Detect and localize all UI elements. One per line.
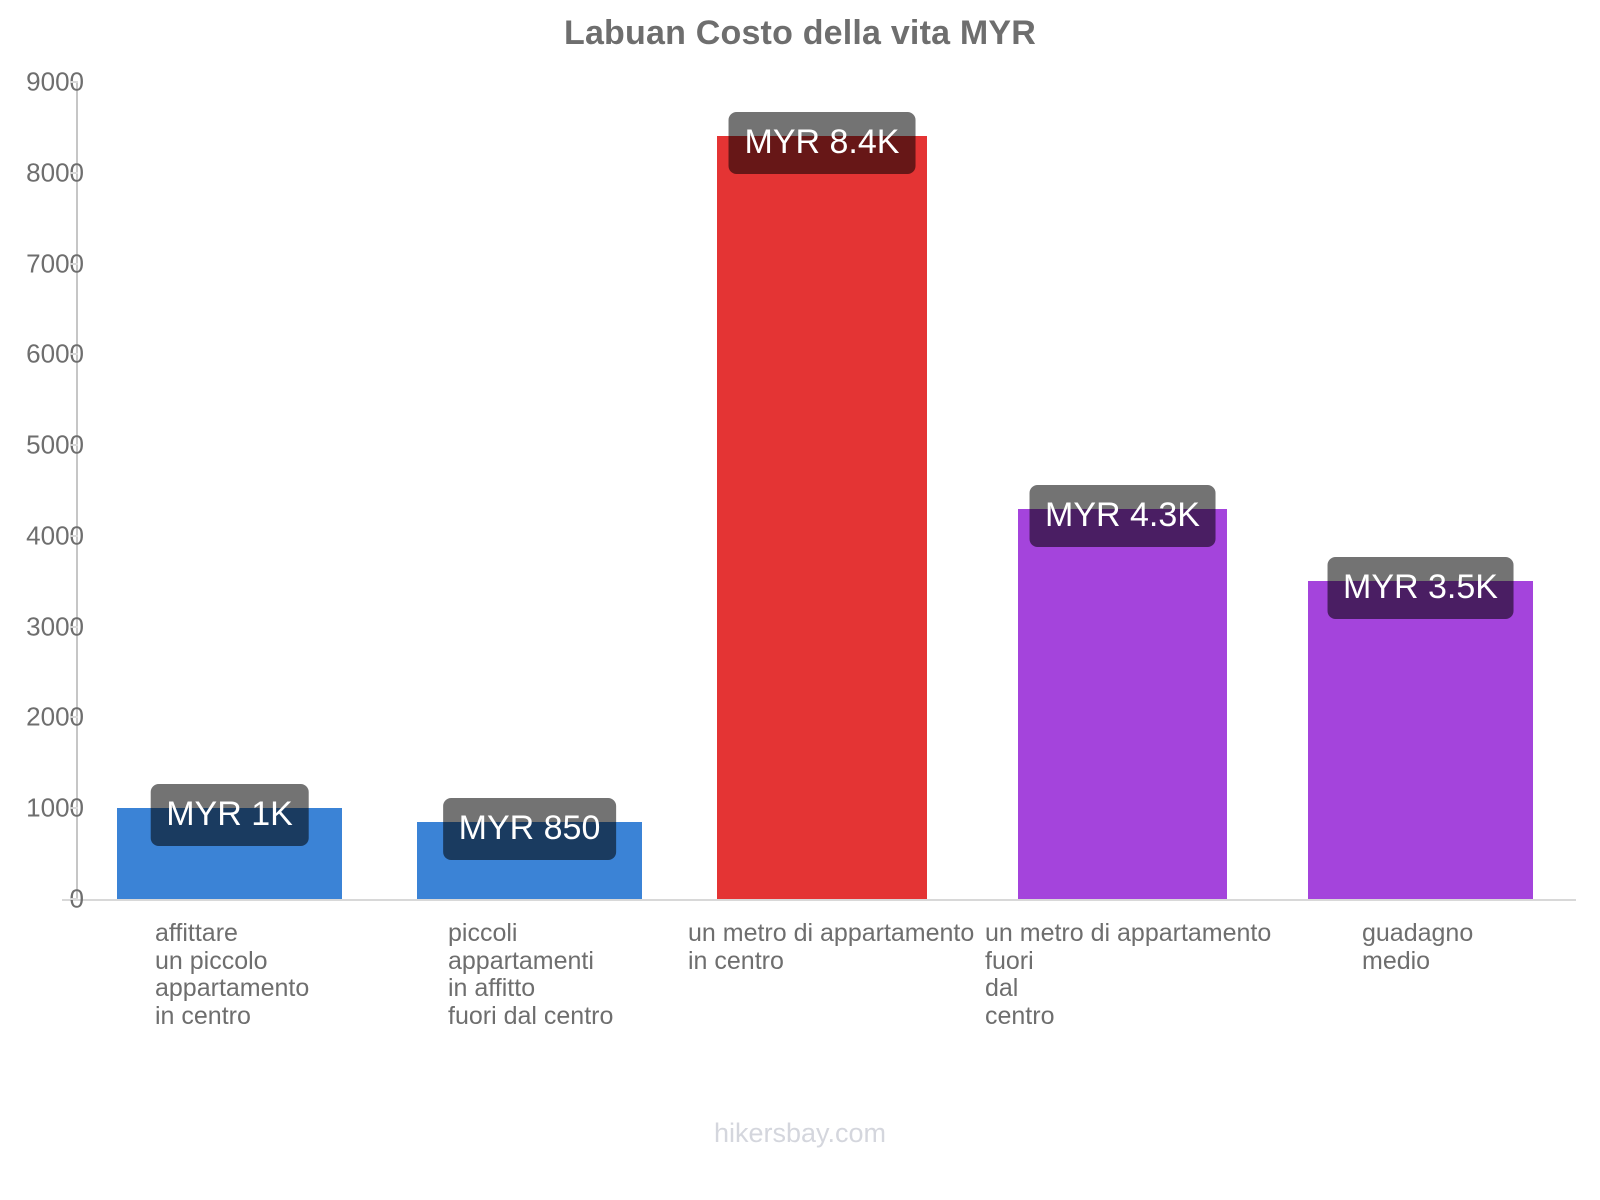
x-axis-category-label: un metro di appartamento in centro (688, 919, 975, 975)
x-axis-line (62, 899, 1576, 901)
y-axis-tick-mark (70, 716, 78, 719)
y-axis-tick-mark (70, 171, 78, 174)
y-axis-tick-mark (70, 898, 78, 900)
y-axis-tick-mark (70, 625, 78, 628)
y-axis-tick-mark (70, 444, 78, 447)
bar[interactable] (1018, 508, 1227, 899)
bar[interactable] (717, 136, 927, 899)
bar-value-label: MYR 4.3K (1029, 484, 1216, 547)
bar[interactable] (1308, 581, 1533, 899)
y-axis-line (76, 82, 78, 900)
footer-attribution: hikersbay.com (713, 1118, 887, 1148)
bar-value-label: MYR 3.5K (1327, 557, 1514, 620)
x-axis-category-label: un metro di appartamento fuori dal centr… (985, 919, 1272, 1030)
y-axis-tick-mark (70, 81, 78, 83)
y-axis-tick-mark (70, 534, 78, 537)
bar-value-label: MYR 8.4K (728, 112, 916, 175)
chart-title: Labuan Costo della vita MYR (563, 14, 1037, 52)
bar-value-label: MYR 1K (150, 784, 309, 847)
x-axis-category-label: affittare un piccolo appartamento in cen… (155, 919, 310, 1030)
y-axis-tick-mark (70, 353, 78, 356)
x-axis-category-label: piccoli appartamenti in affitto fuori da… (448, 919, 614, 1030)
x-axis-category-label: guadagno medio (1362, 919, 1474, 975)
y-axis-tick-mark (70, 807, 78, 810)
y-axis-tick-mark (70, 262, 78, 265)
bar-value-label: MYR 850 (442, 797, 617, 860)
